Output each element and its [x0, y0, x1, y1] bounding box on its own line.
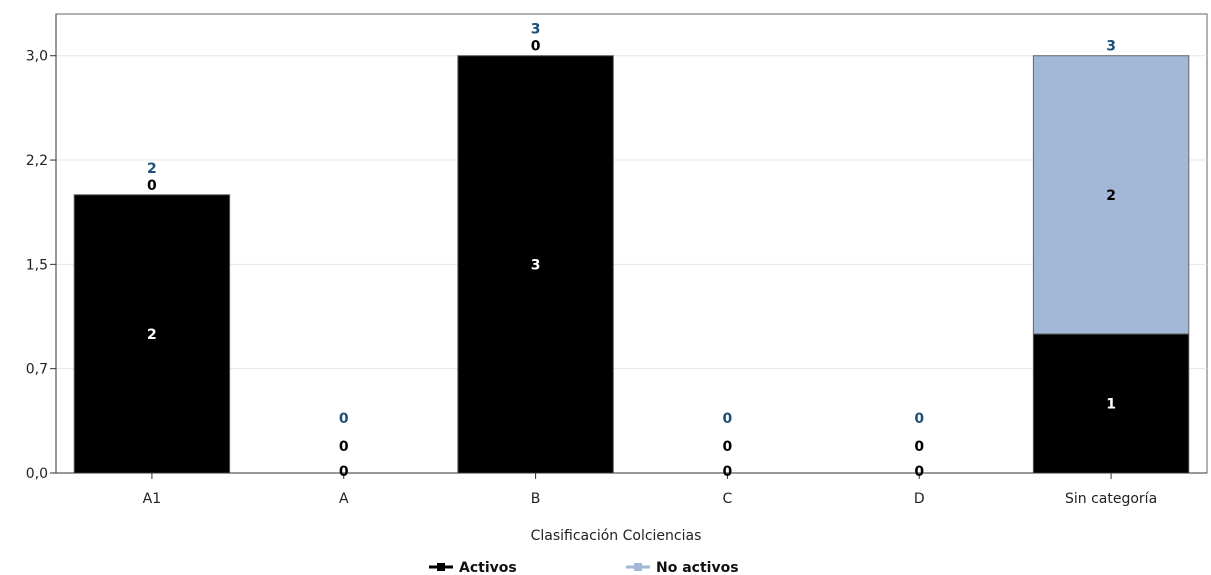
bars [73, 55, 1190, 474]
value-label-activos: 0 [914, 464, 924, 480]
value-label-activos: 2 [147, 327, 157, 343]
x-tick-label: A1 [143, 491, 161, 507]
legend-label: Activos [459, 560, 517, 575]
total-label: 0 [723, 411, 733, 427]
value-label-no-activos: 2 [1106, 188, 1116, 204]
gridlines [56, 55, 1207, 370]
x-tick-label: D [914, 491, 925, 507]
x-tick-label: A [339, 491, 349, 507]
legend-label: No activos [656, 560, 739, 575]
total-label: 0 [914, 411, 924, 427]
value-label-no-activos: 0 [339, 439, 349, 455]
total-label: 2 [147, 161, 157, 177]
value-label-no-activos: 0 [723, 439, 733, 455]
total-label: 0 [339, 411, 349, 427]
bar-no-activos [1032, 55, 1190, 335]
legend-item-activos: Activos [429, 560, 517, 575]
legend-marker [437, 563, 445, 571]
legend-marker [634, 563, 642, 571]
bar-activos [457, 55, 614, 474]
y-tick-label: 0,0 [26, 466, 48, 482]
x-tick-label: Sin categoría [1065, 491, 1157, 507]
y-tick-label: 2,2 [26, 153, 48, 169]
axes: 0,0 0,7 1,5 2,2 3,0 A1 A B C D Sin categoría [26, 14, 1207, 507]
y-tick-label: 3,0 [26, 49, 48, 65]
value-label-activos: 1 [1106, 396, 1116, 412]
y-tick-label: 1,5 [26, 257, 48, 273]
x-tick-label: C [723, 491, 733, 507]
value-label-no-activos: 0 [147, 178, 157, 194]
value-label-no-activos: 0 [914, 439, 924, 455]
value-label-activos: 0 [339, 464, 349, 480]
value-label-activos: 0 [723, 464, 733, 480]
x-axis-title: Clasificación Colciencias [531, 528, 702, 544]
total-label: 3 [1106, 39, 1116, 55]
x-tick-label: B [531, 491, 541, 507]
value-label-activos: 3 [531, 257, 541, 273]
value-label-no-activos: 0 [531, 39, 541, 55]
total-label: 3 [531, 22, 541, 38]
legend-item-no-activos: No activos [626, 560, 739, 575]
legend: Activos No activos [429, 560, 739, 575]
y-tick-label: 0,7 [26, 362, 48, 378]
plot-area [55, 13, 1208, 474]
bar-activos [1032, 333, 1190, 474]
